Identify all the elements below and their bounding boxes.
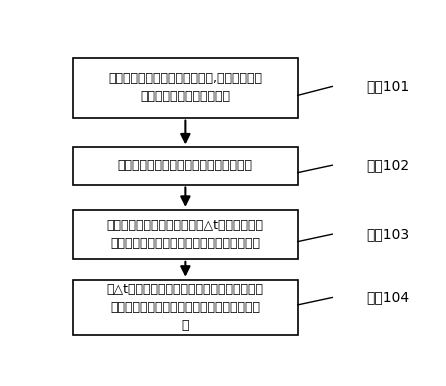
Bar bbox=[73, 147, 298, 185]
Bar bbox=[73, 279, 298, 335]
Bar bbox=[73, 210, 298, 259]
Bar bbox=[73, 58, 298, 118]
Text: 根据牛顿第二定律，计算经过△t时间后各个虚
拟微粒的速度，并在此基础上计算相应的位移: 根据牛顿第二定律，计算经过△t时间后各个虚 拟微粒的速度，并在此基础上计算相应的… bbox=[107, 219, 264, 250]
Text: 将△t时间后的各虚拟微粒相连围成的多边形即
近似表示当前时刻粘弹性颗粒的位置和形状信
息: 将△t时间后的各虚拟微粒相连围成的多边形即 近似表示当前时刻粘弹性颗粒的位置和形… bbox=[107, 283, 264, 332]
Text: 步骤104: 步骤104 bbox=[366, 291, 409, 305]
Text: 步骤103: 步骤103 bbox=[366, 227, 409, 241]
Text: 基于浸入边界法的边界离散思想,将粘弹性颗粒
边界离散为一系列虚拟微粒: 基于浸入边界法的边界离散思想,将粘弹性颗粒 边界离散为一系列虚拟微粒 bbox=[108, 73, 262, 103]
Text: 准确计算每个边界虚拟微粒受到的作用力: 准确计算每个边界虚拟微粒受到的作用力 bbox=[118, 159, 253, 173]
Text: 步骤101: 步骤101 bbox=[366, 80, 409, 93]
Text: 步骤102: 步骤102 bbox=[366, 158, 409, 172]
